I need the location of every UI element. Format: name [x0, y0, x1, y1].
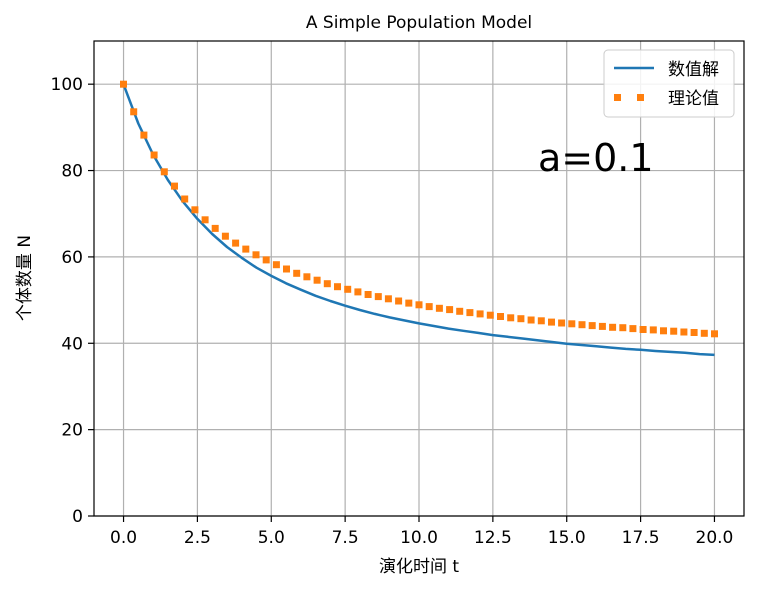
theory-marker [293, 269, 301, 277]
legend-swatch-theory-1 [614, 94, 621, 101]
theory-marker [334, 283, 341, 291]
x-tick-label: 12.5 [474, 528, 512, 548]
theory-marker [323, 280, 331, 288]
legend-swatch-theory-2 [637, 94, 644, 101]
theory-marker [435, 304, 443, 312]
theory-marker [507, 314, 515, 322]
theory-marker [140, 131, 148, 139]
theory-marker [537, 317, 545, 325]
theory-marker [160, 168, 168, 176]
theory-marker [130, 108, 138, 116]
theory-marker [609, 323, 617, 331]
y-axis-label: 个体数量 N [15, 235, 35, 321]
theory-marker [354, 288, 362, 296]
y-tick-label: 0 [72, 507, 83, 527]
annotation-text: a=0.1 [538, 136, 654, 180]
theory-marker [415, 301, 423, 309]
series-line-numerical [122, 83, 715, 357]
x-tick-label: 0.0 [110, 528, 137, 548]
y-tick-label: 60 [61, 248, 83, 268]
theory-marker [660, 327, 667, 335]
theory-marker [283, 265, 290, 273]
theory-marker [649, 326, 657, 334]
y-tick-label: 40 [61, 334, 83, 354]
theory-marker [232, 239, 240, 247]
theory-marker [252, 251, 260, 259]
x-tick-label: 7.5 [332, 528, 359, 548]
theory-marker [313, 276, 321, 284]
theory-marker [374, 293, 382, 301]
theory-marker [446, 306, 454, 314]
theory-marker [344, 285, 352, 293]
theory-marker [262, 256, 270, 264]
theory-marker [120, 80, 127, 88]
theory-marker [456, 307, 464, 315]
theory-marker [191, 206, 199, 214]
tick-layer: 0.0 2.5 5.0 7.5 10.0 12.5 15.0 17.5 20.0 0 20 40 60 8… [51, 75, 734, 548]
y-tick-label: 20 [61, 421, 83, 441]
theory-marker [700, 329, 708, 337]
theory-marker [150, 151, 158, 159]
theory-marker [272, 261, 280, 269]
y-tick-label: 100 [51, 75, 83, 95]
theory-marker [405, 299, 413, 307]
x-tick-label: 10.0 [400, 528, 438, 548]
theory-marker [425, 303, 433, 311]
theory-marker [578, 321, 586, 329]
theory-marker [711, 330, 718, 338]
theory-marker [181, 195, 189, 203]
theory-marker [466, 309, 474, 317]
theory-marker [598, 322, 606, 330]
theory-marker [670, 327, 678, 335]
theory-marker [171, 182, 178, 190]
theory-marker [680, 328, 688, 336]
theory-marker [639, 326, 647, 333]
theory-marker [629, 325, 637, 333]
theory-marker [517, 315, 525, 323]
x-tick-label: 20.0 [696, 528, 734, 548]
chart-title: A Simple Population Model [306, 13, 532, 33]
x-tick-label: 5.0 [258, 528, 285, 548]
theory-marker [242, 245, 250, 253]
theory-marker [486, 311, 494, 319]
series-layer [120, 80, 718, 357]
theory-marker [384, 295, 392, 303]
theory-marker [527, 316, 535, 324]
theory-marker [221, 232, 229, 240]
theory-marker [303, 273, 311, 281]
theory-marker [619, 324, 627, 332]
x-tick-label: 15.0 [548, 528, 586, 548]
legend-label-theory: 理论值 [668, 89, 719, 109]
theory-marker [568, 320, 576, 328]
theory-marker [211, 224, 219, 232]
theory-marker [548, 318, 555, 326]
legend: 数值解 理论值 [603, 49, 735, 118]
theory-marker [395, 297, 403, 305]
theory-marker [588, 322, 596, 330]
theory-marker [476, 310, 484, 318]
x-tick-label: 2.5 [184, 528, 211, 548]
theory-marker [497, 313, 504, 320]
theory-marker [364, 291, 372, 298]
theory-marker [201, 216, 209, 224]
theory-marker [690, 329, 698, 336]
theory-marker [558, 319, 566, 327]
x-tick-label: 17.5 [622, 528, 660, 548]
legend-label-numerical: 数值解 [668, 60, 719, 80]
y-tick-label: 80 [61, 162, 83, 182]
x-axis-label: 演化时间 t [379, 557, 459, 577]
